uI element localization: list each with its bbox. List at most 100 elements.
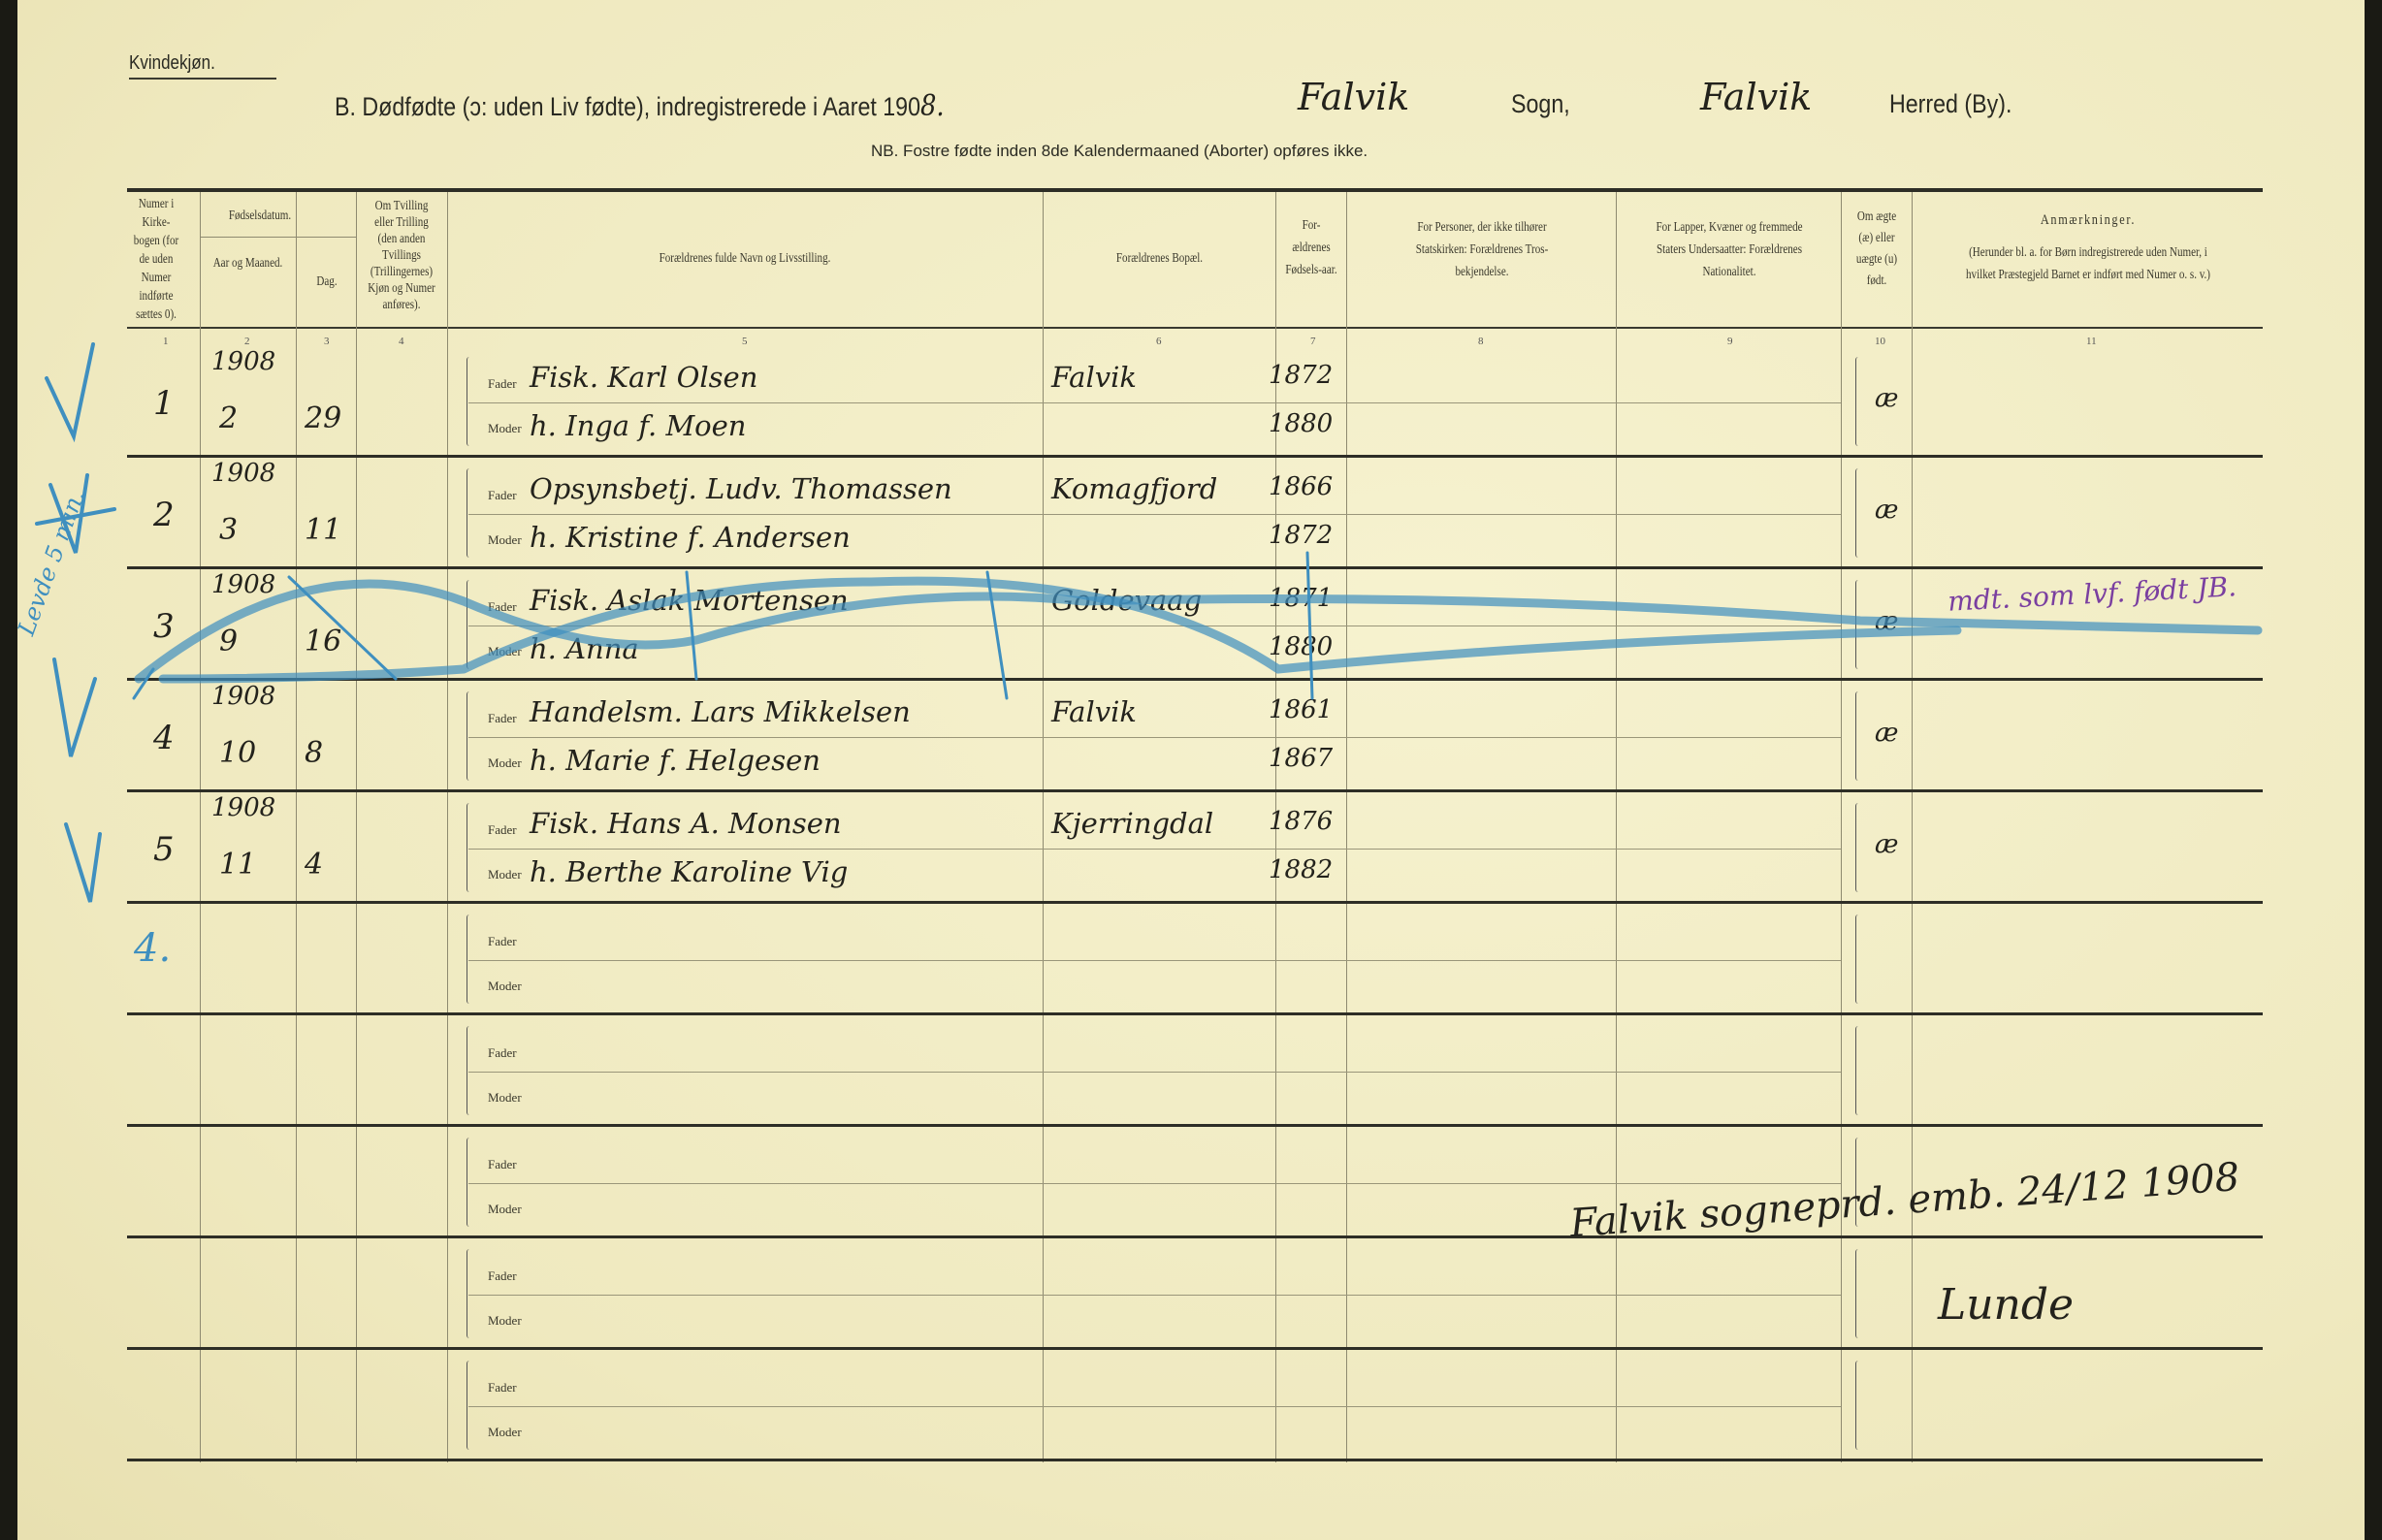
- father-birth-year: 1866: [1269, 472, 1334, 501]
- mother-name: h. Marie f. Helgesen: [530, 744, 821, 777]
- father-mother-divider: [468, 402, 1841, 403]
- father-mother-divider: [468, 1183, 1841, 1184]
- residence: Goldevaag: [1051, 584, 1203, 617]
- column-divider: [1616, 192, 1617, 1462]
- col7-header: For-ældrenes Fødsels-aar.: [1285, 217, 1337, 276]
- mother-label: Moder: [488, 867, 522, 882]
- column-number: 6: [1156, 336, 1162, 347]
- check-mark-row4: [52, 658, 97, 757]
- column-number: 9: [1727, 336, 1733, 347]
- column-divider: [356, 192, 357, 1462]
- father-label: Fader: [488, 711, 517, 725]
- birthdate-divider: [200, 237, 356, 238]
- residence: Falvik: [1051, 361, 1137, 394]
- entry-bottom-rule: [127, 1124, 2263, 1127]
- col2-header: Aar og Maaned.: [212, 255, 283, 270]
- legit-bracket: [1855, 691, 1861, 781]
- father-mother-divider: [468, 737, 1841, 738]
- name-bracket: [467, 468, 472, 558]
- col23-group-header: Fødselsdatum.: [228, 208, 292, 222]
- father-mother-divider: [468, 960, 1841, 961]
- col8-header: For Personer, der ikke tilhører Statskir…: [1415, 219, 1549, 278]
- legitimacy: æ: [1875, 607, 1899, 636]
- column-divider: [447, 192, 448, 1462]
- title-text: B. Dødfødte (ɔ: uden Liv fødte), indregi…: [335, 92, 921, 121]
- mother-birth-year: 1867: [1269, 744, 1334, 773]
- mother-name: h. Berthe Karoline Vig: [530, 855, 849, 888]
- form-title: B. Dødfødte (ɔ: uden Liv fødte), indregi…: [335, 89, 945, 123]
- father-label: Fader: [488, 376, 517, 391]
- sex-underline: [129, 78, 276, 80]
- mother-label: Moder: [488, 1090, 522, 1105]
- mother-birth-year: 1880: [1269, 632, 1334, 661]
- certification-note: Falvik sogneprd. emb. 24/12 1908: [1568, 1154, 2241, 1247]
- entry-bottom-rule: [127, 789, 2263, 792]
- residence: Kjerringdal: [1051, 807, 1214, 840]
- birth-year: 1908: [211, 347, 276, 376]
- father-label: Fader: [488, 599, 517, 614]
- parish-handwritten: Falvik: [1298, 76, 1410, 118]
- mother-label: Moder: [488, 421, 522, 435]
- name-bracket: [467, 580, 472, 669]
- name-bracket: [467, 1138, 472, 1227]
- column-number: 5: [742, 336, 748, 347]
- column-number: 3: [324, 336, 330, 347]
- mother-name: h. Anna: [530, 632, 639, 665]
- column-divider: [1275, 192, 1276, 1462]
- check-mark-row5: [64, 822, 102, 903]
- mother-birth-year: 1880: [1269, 409, 1334, 438]
- father-mother-divider: [468, 1072, 1841, 1073]
- birth-day: 11: [305, 513, 342, 547]
- entry-bottom-rule: [127, 1235, 2263, 1238]
- entry-number: 4: [153, 719, 175, 757]
- sex-label: Kvindekjøn.: [129, 52, 215, 74]
- legit-bracket: [1855, 468, 1861, 558]
- column-divider: [1043, 192, 1044, 1462]
- name-bracket: [467, 914, 472, 1004]
- col5-header: Forældrenes fulde Navn og Livsstilling.: [659, 250, 831, 265]
- name-bracket: [467, 1026, 472, 1115]
- mother-label: Moder: [488, 755, 522, 770]
- mother-label: Moder: [488, 1202, 522, 1216]
- mother-label: Moder: [488, 532, 522, 547]
- name-bracket: [467, 1249, 472, 1338]
- column-number: 7: [1310, 336, 1316, 347]
- legitimacy: æ: [1875, 719, 1899, 748]
- register-page: Kvindekjøn. B. Dødfødte (ɔ: uden Liv fød…: [13, 0, 2365, 1540]
- father-name: Handelsm. Lars Mikkelsen: [530, 695, 911, 728]
- father-label: Fader: [488, 934, 517, 948]
- legit-bracket: [1855, 1361, 1861, 1450]
- entry-bottom-rule: [127, 678, 2263, 681]
- father-mother-divider: [468, 1406, 1841, 1407]
- name-bracket: [467, 803, 472, 892]
- col6-header: Forældrenes Bopæl.: [1115, 250, 1204, 265]
- entry-number: 5: [153, 830, 175, 869]
- father-name: Fisk. Karl Olsen: [530, 361, 758, 394]
- entry-bottom-rule: [127, 1012, 2263, 1015]
- birth-month: 11: [219, 848, 257, 882]
- legit-bracket: [1855, 803, 1861, 892]
- name-bracket: [467, 1361, 472, 1450]
- column-number: 10: [1875, 336, 1885, 347]
- legit-bracket: [1855, 914, 1861, 1004]
- table-top-rule: [127, 188, 2263, 192]
- col11-title: Anmærkninger.: [2040, 212, 2137, 228]
- birth-year: 1908: [211, 570, 276, 599]
- col10-header: Om ægte (æ) eller uægte (u) født.: [1855, 209, 1898, 287]
- column-number: 1: [163, 336, 169, 347]
- entry-number: 2: [153, 496, 175, 534]
- year-handwritten: 8.: [920, 89, 945, 123]
- entry-number: 1: [153, 384, 175, 423]
- father-mother-divider: [468, 1295, 1841, 1296]
- birth-year: 1908: [211, 793, 276, 822]
- legitimacy: æ: [1875, 830, 1899, 859]
- father-name: Opsynsbetj. Ludv. Thomassen: [530, 472, 952, 505]
- entry-bottom-rule: [127, 455, 2263, 458]
- mother-label: Moder: [488, 644, 522, 658]
- birth-day: 29: [305, 401, 342, 435]
- column-divider: [200, 192, 201, 1462]
- mother-label: Moder: [488, 1313, 522, 1328]
- name-bracket: [467, 691, 472, 781]
- legit-bracket: [1855, 357, 1861, 446]
- entry-bottom-rule: [127, 1347, 2263, 1350]
